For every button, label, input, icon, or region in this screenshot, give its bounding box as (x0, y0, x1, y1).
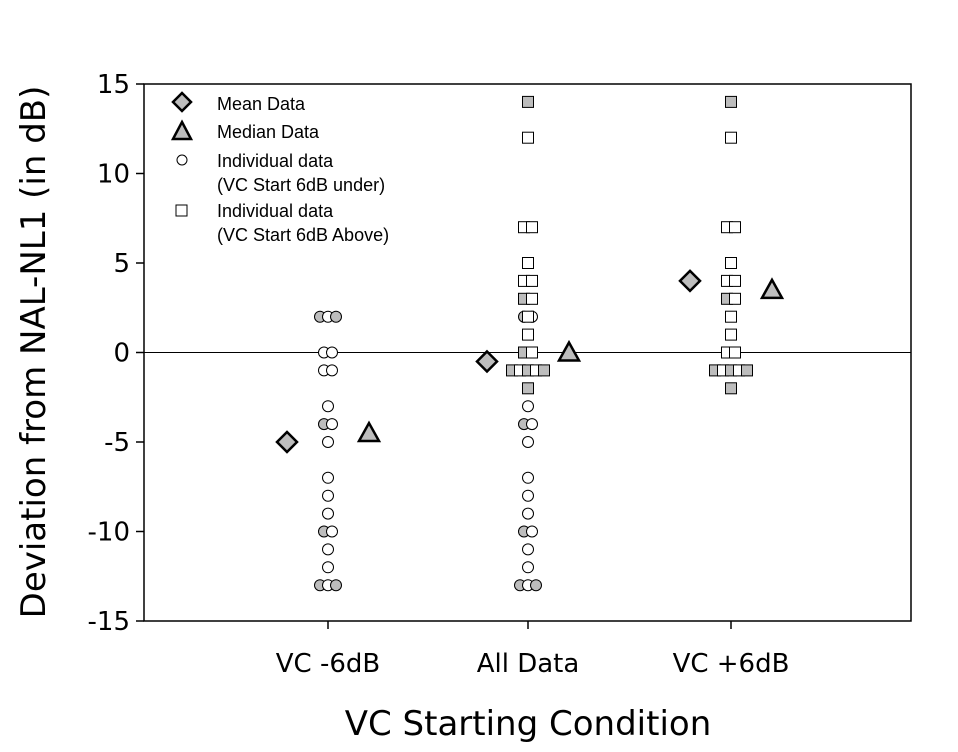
y-tick-label: -5 (104, 428, 130, 458)
individual-under-point (522, 561, 534, 574)
individual-under-point (522, 471, 534, 484)
legend: Mean Data Median Data Individual data (V… (170, 91, 389, 245)
y-tick-label: 15 (97, 70, 130, 100)
individual-above-point (526, 346, 538, 359)
individual-above-point (729, 346, 741, 359)
x-tick-label: VC +6dB (673, 649, 790, 679)
individual-under-point (326, 525, 338, 538)
legend-diamond-symbol (171, 91, 193, 113)
y-tick-label: -10 (88, 518, 130, 548)
y-axis-title: Deviation from NAL-NL1 (in dB) (14, 86, 54, 619)
individual-under-point (522, 436, 534, 448)
individual-above-point (526, 292, 538, 305)
x-axis-ticks: VC -6dB All Data VC +6dB (276, 621, 790, 679)
individual-above-point (729, 274, 741, 287)
individual-above-point (725, 328, 737, 341)
individual-under-point (330, 310, 342, 323)
legend-circle-symbol (176, 154, 188, 166)
data-marks (275, 95, 785, 592)
x-tick-label: All Data (477, 649, 580, 679)
y-tick-label: 5 (113, 249, 130, 279)
individual-above-point (522, 131, 534, 144)
legend-above-label-line1: Individual data (217, 201, 334, 221)
individual-above-point (522, 382, 534, 395)
legend-square-symbol (175, 204, 188, 217)
median-point (759, 277, 785, 300)
individual-above-point (538, 364, 550, 377)
individual-under-point (322, 400, 334, 413)
median-point (356, 420, 382, 443)
individual-above-point (725, 131, 737, 144)
legend-median-label: Median Data (217, 122, 320, 142)
mean-point (678, 269, 702, 293)
individual-under-point (322, 543, 334, 556)
mean-point (275, 430, 299, 454)
legend-mean-label: Mean Data (217, 94, 306, 114)
individual-above-point (725, 310, 737, 323)
individual-above-point (729, 292, 741, 305)
individual-above-point (741, 364, 753, 377)
individual-under-point (326, 364, 338, 377)
individual-under-point (526, 418, 538, 431)
y-tick-label: -15 (88, 607, 130, 637)
individual-above-point (526, 221, 538, 234)
individual-under-point (322, 507, 334, 520)
individual-under-point (326, 418, 338, 431)
legend-above-label-line2: (VC Start 6dB Above) (217, 225, 389, 245)
individual-under-point (526, 525, 538, 538)
individual-under-point (322, 489, 334, 502)
y-tick-label: 0 (113, 339, 130, 369)
individual-under-point (322, 436, 334, 448)
y-tick-label: 10 (97, 160, 130, 190)
y-axis-ticks: 15 10 5 0 -5 -10 -15 (88, 70, 144, 637)
median-point (556, 339, 582, 362)
legend-triangle-symbol (170, 119, 194, 141)
individual-above-point (725, 257, 737, 269)
individual-under-point (522, 400, 534, 413)
individual-above-point (522, 257, 534, 269)
x-axis-title: VC Starting Condition (345, 704, 712, 744)
legend-under-label-line2: (VC Start 6dB under) (217, 175, 385, 195)
individual-above-point (729, 221, 741, 234)
legend-under-label-line1: Individual data (217, 151, 334, 171)
individual-under-point (522, 507, 534, 520)
x-tick-label: VC -6dB (276, 649, 380, 679)
individual-under-point (530, 579, 542, 592)
individual-under-point (522, 543, 534, 556)
individual-above-point (725, 382, 737, 395)
individual-under-point (326, 346, 338, 359)
individual-under-point (322, 561, 334, 574)
individual-above-point (522, 310, 534, 323)
individual-above-point (526, 274, 538, 287)
individual-above-point (522, 328, 534, 341)
individual-under-point (330, 579, 342, 592)
individual-under-point (522, 489, 534, 502)
individual-above-point (725, 95, 737, 108)
individual-above-point (522, 95, 534, 108)
mean-point (475, 349, 499, 374)
individual-under-point (322, 471, 334, 484)
